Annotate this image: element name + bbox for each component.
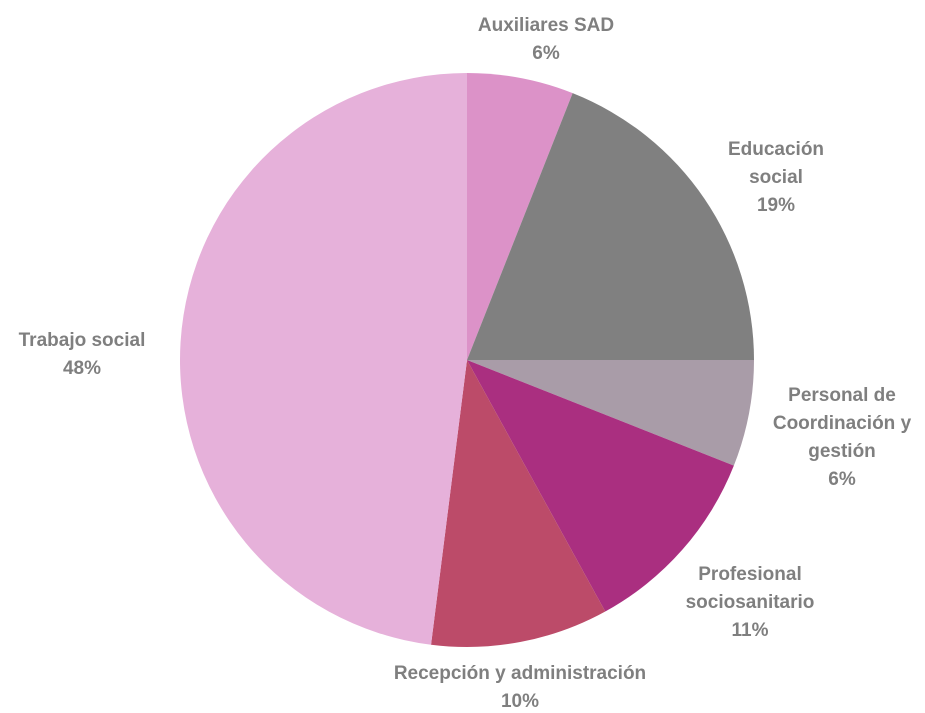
category-label: Educación social [727, 139, 825, 188]
value-label: 48% [62, 358, 102, 379]
slice [467, 360, 754, 466]
category-label: Trabajo social [18, 330, 146, 351]
slice [431, 360, 606, 647]
category-label: Profesional sociosanitario [685, 564, 815, 613]
slice-label: Recepción y administración 10% [360, 660, 680, 713]
value-label: 19% [756, 195, 796, 216]
slice-label: Profesional sociosanitario 11% [668, 561, 833, 645]
slice [467, 93, 754, 361]
category-label: Auxiliares SAD [477, 15, 615, 36]
slice-label: Trabajo social 48% [0, 327, 167, 383]
value-label: 6% [828, 469, 856, 490]
value-label: 6% [532, 43, 560, 64]
slice [179, 73, 468, 645]
slice [467, 360, 734, 612]
value-label: 11% [731, 620, 769, 641]
slice-label: Auxiliares SAD 6% [416, 12, 676, 68]
category-label: Personal de Coordinación y gestión [772, 385, 912, 462]
slice [467, 73, 573, 360]
category-label: Recepción y administración [393, 663, 647, 684]
slice-label: Personal de Coordinación y gestión 6% [755, 382, 925, 494]
value-label: 10% [500, 691, 540, 712]
slice-label: Educación social 19% [711, 136, 841, 220]
